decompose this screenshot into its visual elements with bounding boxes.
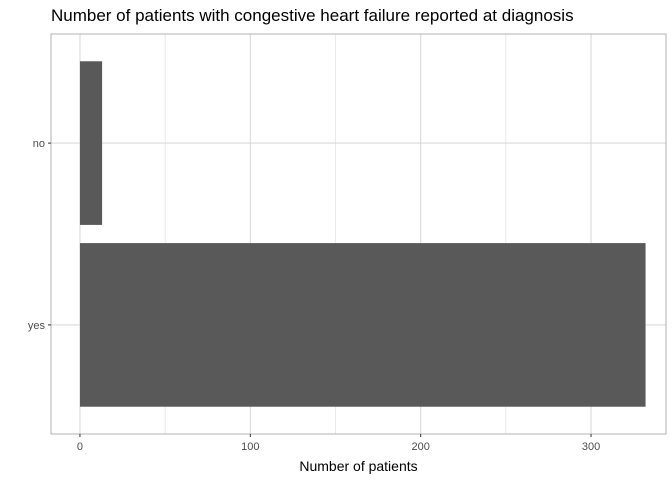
x-tick-label: 100 bbox=[241, 441, 259, 453]
bar-yes bbox=[79, 243, 646, 407]
x-axis-title: Number of patients bbox=[299, 458, 417, 474]
chart-title: Number of patients with congestive heart… bbox=[51, 6, 574, 25]
panel-border bbox=[50, 33, 667, 435]
x-axis: 0 100 200 300 bbox=[77, 434, 600, 453]
bars-layer bbox=[79, 61, 646, 407]
x-tick-label: 300 bbox=[582, 441, 600, 453]
bar-no bbox=[79, 61, 103, 225]
y-tick-label-yes: yes bbox=[28, 320, 46, 332]
y-axis: yes no bbox=[28, 138, 51, 332]
y-tick-label-no: no bbox=[33, 138, 45, 150]
x-tick-label: 200 bbox=[412, 441, 430, 453]
x-tick-label: 0 bbox=[77, 441, 83, 453]
